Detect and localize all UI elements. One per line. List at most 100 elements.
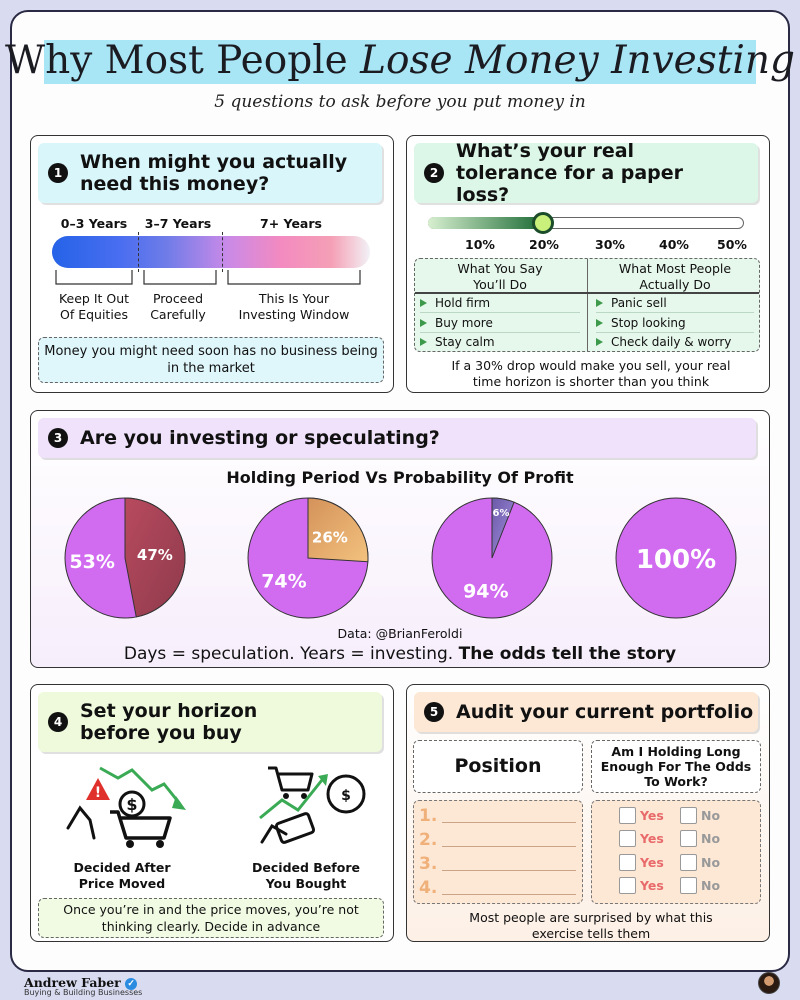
- position-number: 1.: [419, 806, 438, 826]
- question-3-tagline: Days = speculation. Years = investing. T…: [123, 644, 677, 664]
- question-4-title: Set your horizon before you buy: [80, 700, 258, 744]
- table-divider: [587, 259, 588, 351]
- bar-divider: [138, 232, 139, 272]
- reactive-label: Decided After Price Moved: [73, 860, 171, 891]
- yes-checkbox[interactable]: [619, 877, 636, 894]
- slider-tick: 50%: [717, 237, 747, 252]
- pie-label-profit: 53%: [69, 551, 114, 573]
- pie-label-profit: 100%: [636, 545, 716, 575]
- question-number: 1: [48, 163, 68, 183]
- page-subtitle: 5 questions to ask before you put money …: [214, 92, 586, 112]
- table-row: Panic sell: [596, 294, 754, 313]
- range-desc-long: This Is Your Investing Window: [238, 291, 350, 322]
- pie-chart-2: 26% 74%: [247, 497, 369, 619]
- bar-divider: [222, 232, 223, 272]
- range-desc-short: Keep It Out Of Equities: [58, 291, 130, 322]
- range-label-mid: 3–7 Years: [144, 216, 212, 231]
- answers-list: [591, 800, 761, 904]
- question-4-note: Once you’re in and the price moves, you’…: [38, 898, 384, 938]
- yes-checkbox[interactable]: [619, 830, 636, 847]
- title-highlight: [44, 40, 756, 84]
- question-number: 3: [48, 428, 68, 448]
- question-number: 4: [48, 712, 68, 732]
- author-name: Andrew Faber ✓: [24, 975, 138, 990]
- col-say-header: What You Say You’ll Do: [457, 261, 543, 292]
- question-number: 5: [424, 702, 444, 722]
- holding-question-header: Am I Holding Long Enough For The Odds To…: [591, 740, 761, 793]
- no-label: No: [701, 831, 721, 846]
- yes-label: Yes: [640, 808, 664, 823]
- table-row: Check daily & worry: [596, 333, 754, 351]
- slider-tick: 40%: [659, 237, 689, 252]
- question-5-header: 5 Audit your current portfolio: [414, 692, 758, 732]
- pie-label-loss: 26%: [312, 528, 348, 546]
- position-number: 3.: [419, 854, 438, 874]
- slider-tick: 30%: [595, 237, 625, 252]
- question-5-note: Most people are surprised by what this e…: [469, 910, 713, 941]
- table-row: Stop looking: [596, 313, 754, 333]
- yes-checkbox[interactable]: [619, 854, 636, 871]
- question-4-header: 4 Set your horizon before you buy: [38, 692, 382, 752]
- table-head-line: [415, 292, 759, 294]
- pie-label-profit: 74%: [261, 571, 306, 593]
- planned-label: Decided Before You Bought: [252, 860, 360, 891]
- pie-label-loss: 6%: [493, 508, 510, 519]
- table-row: Buy more: [420, 313, 580, 333]
- position-number: 4.: [419, 878, 438, 898]
- question-number: 2: [424, 163, 444, 183]
- question-3-header: 3 Are you investing or speculating?: [38, 418, 756, 458]
- no-label: No: [701, 878, 721, 893]
- no-checkbox[interactable]: [680, 877, 697, 894]
- yes-checkbox[interactable]: [619, 807, 636, 824]
- svg-text:$: $: [341, 788, 351, 804]
- pie-slice-loss: [124, 497, 186, 618]
- pie-slice-profit: [615, 497, 737, 619]
- question-1-note: Money you might need soon has no busines…: [38, 337, 384, 383]
- author-tagline: Buying & Building Businesses: [24, 988, 143, 997]
- col-do-header: What Most People Actually Do: [618, 261, 732, 292]
- table-row: Stay calm: [420, 333, 580, 351]
- chart-title: Holding Period Vs Probability Of Profit: [226, 468, 574, 487]
- svg-text:!: !: [95, 785, 101, 801]
- pie-chart-1: 47% 53%: [64, 497, 186, 619]
- position-line[interactable]: [442, 894, 576, 895]
- loss-slider-knob[interactable]: [532, 212, 554, 234]
- question-3-title: Are you investing or speculating?: [80, 427, 440, 449]
- loss-slider-fill: [428, 217, 543, 229]
- chart-source: Data: @BrianFeroldi: [337, 626, 463, 641]
- slider-tick: 10%: [465, 237, 495, 252]
- question-1-header: 1 When might you actually need this mone…: [38, 143, 382, 203]
- range-label-long: 7+ Years: [260, 216, 322, 231]
- slider-tick: 20%: [529, 237, 559, 252]
- no-checkbox[interactable]: [680, 854, 697, 871]
- position-line[interactable]: [442, 846, 576, 847]
- avatar[interactable]: [758, 972, 780, 994]
- range-desc-mid: Proceed Carefully: [150, 291, 206, 322]
- yes-label: Yes: [640, 831, 664, 846]
- planned-buyer-icon: $: [259, 766, 366, 844]
- no-checkbox[interactable]: [680, 830, 697, 847]
- no-checkbox[interactable]: [680, 807, 697, 824]
- svg-text:$: $: [126, 795, 137, 814]
- position-number: 2.: [419, 830, 438, 850]
- pie-chart-4: 100%: [615, 497, 737, 619]
- position-line[interactable]: [442, 870, 576, 871]
- question-2-note: If a 30% drop would make you sell, your …: [451, 358, 731, 389]
- pie-label-loss: 47%: [137, 546, 173, 564]
- pie-slice-loss: [491, 497, 515, 559]
- question-1-title: When might you actually need this money?: [80, 151, 348, 195]
- pie-slice-loss: [307, 497, 369, 563]
- table-row: Hold firm: [420, 294, 580, 313]
- yes-label: Yes: [640, 878, 664, 893]
- no-label: No: [701, 808, 721, 823]
- position-line[interactable]: [442, 822, 576, 823]
- time-horizon-bar: [52, 236, 370, 268]
- positions-list: [413, 800, 583, 904]
- page-title: Why Most People Lose Money Investing: [5, 38, 795, 83]
- question-2-header: 2 What’s your real tolerance for a paper…: [414, 140, 758, 206]
- pie-chart-3: 6% 94%: [431, 497, 553, 619]
- pie-label-profit: 94%: [463, 580, 508, 602]
- yes-label: Yes: [640, 855, 664, 870]
- no-label: No: [701, 855, 721, 870]
